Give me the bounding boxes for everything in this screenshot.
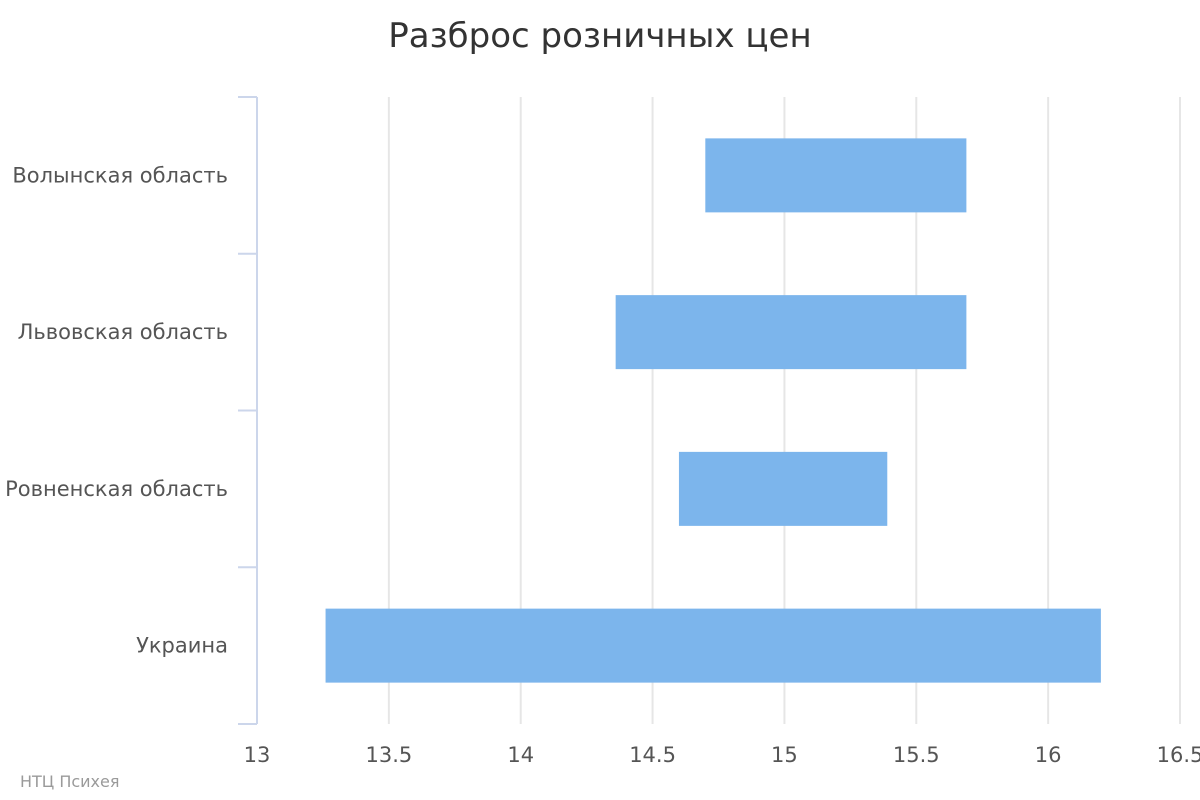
- x-axis-tick-labels: 13 13.5 14 14.5 15 15.5 16 16.5: [244, 743, 1200, 767]
- category-label: Львовская область: [18, 320, 228, 344]
- category-axis: [238, 96, 258, 725]
- x-tick-label: 15.5: [893, 743, 940, 767]
- x-tick-label: 16.5: [1157, 743, 1200, 767]
- x-tick-label: 15: [771, 743, 798, 767]
- chart-title: Разброс розничных цен: [388, 16, 811, 56]
- range-bar: [705, 138, 967, 213]
- x-tick-label: 14: [507, 743, 534, 767]
- bars: [325, 138, 1101, 683]
- category-label: Украина: [136, 634, 228, 658]
- category-label: Ровненская область: [5, 477, 228, 501]
- x-tick-label: 16: [1035, 743, 1062, 767]
- x-tick-label: 13: [244, 743, 271, 767]
- range-bar: [615, 295, 967, 370]
- credits-label: НТЦ Психея: [20, 772, 120, 791]
- range-bar: [678, 451, 888, 526]
- x-tick-label: 13.5: [365, 743, 412, 767]
- category-label: Волынская область: [12, 163, 228, 187]
- x-tick-label: 14.5: [629, 743, 676, 767]
- category-labels: Волынская область Львовская область Ровнен…: [5, 163, 228, 657]
- range-bar: [325, 608, 1101, 683]
